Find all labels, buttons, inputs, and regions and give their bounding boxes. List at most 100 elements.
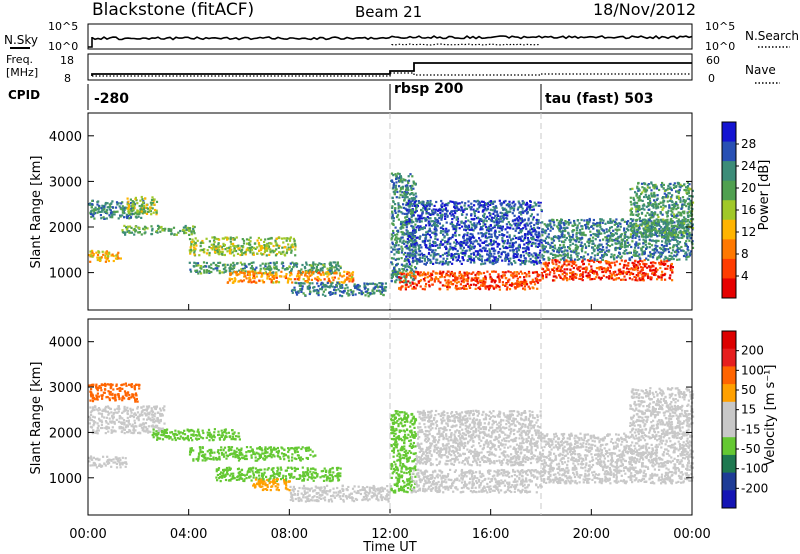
scatter-cell	[232, 264, 235, 267]
scatter-cell	[380, 291, 383, 294]
scatter-cell	[646, 273, 649, 276]
scatter-cell	[596, 246, 599, 250]
scatter-cell	[329, 281, 332, 284]
scatter-cell	[404, 221, 407, 225]
scatter-cell	[414, 275, 417, 278]
scatter-cell	[141, 198, 144, 201]
scatter-cell	[422, 203, 425, 206]
scatter-cell	[540, 230, 543, 233]
scatter-cell	[501, 220, 504, 223]
scatter-cell	[499, 247, 502, 251]
scatter-cell	[590, 269, 593, 273]
scatter-cell	[218, 248, 221, 251]
scatter-cell	[397, 179, 401, 182]
scatter-cell	[470, 252, 473, 256]
scatter-cell	[424, 207, 427, 211]
scatter-cell	[454, 230, 458, 233]
scatter-cell	[265, 245, 268, 249]
scatter-cell	[492, 247, 495, 250]
scatter-cell	[444, 231, 447, 234]
scatter-cell	[440, 275, 443, 278]
scatter-cell	[115, 254, 118, 257]
scatter-cell	[398, 185, 401, 188]
scatter-cell	[402, 279, 405, 282]
scatter-cell	[655, 241, 658, 244]
scatter-cell	[223, 268, 226, 271]
scatter-cell	[492, 243, 495, 246]
scatter-cell	[510, 238, 513, 241]
scatter-cell	[431, 209, 434, 212]
scatter-cell	[351, 273, 354, 276]
scatter-cell	[465, 272, 468, 276]
scatter-cell	[401, 231, 404, 234]
scatter-cell	[461, 256, 464, 259]
scatter-cell	[412, 214, 415, 217]
scatter-cell	[406, 215, 409, 218]
scatter-cell	[467, 255, 471, 258]
scatter-cell	[529, 281, 532, 284]
scatter-cell	[669, 274, 672, 277]
scatter-cell	[333, 266, 336, 269]
scatter-cell	[563, 235, 566, 238]
scatter-cell	[308, 288, 311, 291]
scatter-cell	[137, 231, 140, 234]
scatter-cell	[221, 264, 225, 267]
scatter-cell	[524, 262, 527, 266]
scatter-cell	[273, 276, 276, 279]
scatter-cell	[556, 268, 559, 271]
scatter-cell	[109, 216, 112, 219]
scatter-cell	[478, 237, 481, 240]
scatter-cell	[406, 247, 409, 250]
scatter-cell	[140, 208, 143, 211]
scatter-cell	[519, 254, 522, 257]
scatter-cell	[651, 272, 655, 275]
scatter-cell	[421, 211, 424, 214]
scatter-cell	[615, 260, 618, 263]
scatter-cell	[470, 240, 473, 243]
scatter-cell	[568, 234, 571, 237]
scatter-cell	[518, 285, 521, 288]
scatter-cell	[490, 216, 493, 219]
scatter-cell	[290, 244, 293, 247]
scatter-cell	[156, 231, 159, 234]
scatter-cell	[661, 228, 664, 232]
scatter-cell	[666, 265, 669, 268]
scatter-cell	[508, 260, 511, 263]
scatter-cell	[502, 250, 505, 253]
scatter-cell	[685, 258, 688, 261]
scatter-cell	[111, 213, 114, 216]
scatter-cell	[493, 281, 496, 284]
scatter-cell	[434, 261, 438, 264]
scatter-cell	[591, 246, 595, 249]
scatter-cell	[424, 217, 427, 220]
scatter-cell	[424, 263, 427, 266]
scatter-cell	[88, 254, 91, 257]
scatter-cell	[507, 252, 510, 255]
scatter-cell	[500, 229, 503, 232]
scatter-cell	[288, 248, 291, 251]
scatter-cell	[626, 239, 629, 242]
scatter-cell	[333, 286, 336, 289]
scatter-cell	[559, 267, 562, 270]
scatter-cell	[333, 272, 336, 275]
scatter-cell	[482, 271, 486, 275]
scatter-cell	[569, 221, 572, 224]
scatter-cell	[581, 260, 584, 263]
scatter-cell	[569, 275, 572, 278]
scatter-cell	[405, 262, 408, 265]
scatter-cell	[451, 213, 454, 216]
scatter-cell	[637, 254, 640, 257]
scatter-cell	[475, 284, 478, 287]
scatter-cell	[507, 257, 510, 261]
scatter-cell	[664, 228, 667, 232]
scatter-cell	[349, 289, 352, 292]
scatter-cell	[249, 243, 252, 246]
scatter-cell	[392, 219, 395, 222]
scatter-cell	[623, 227, 626, 230]
scatter-cell	[415, 240, 418, 243]
scatter-cell	[337, 277, 340, 280]
scatter-cell	[453, 272, 456, 275]
scatter-cell	[239, 279, 242, 282]
scatter-cell	[310, 278, 313, 281]
scatter-cell	[411, 204, 414, 207]
